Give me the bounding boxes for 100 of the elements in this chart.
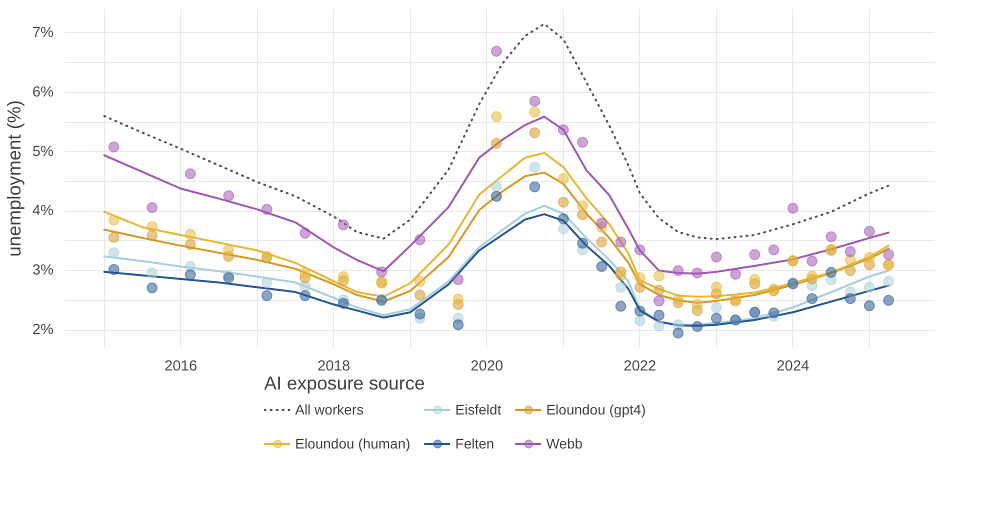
point (261, 204, 272, 215)
point (634, 306, 646, 317)
point (146, 221, 158, 232)
point (108, 142, 120, 152)
point (844, 293, 856, 304)
point (864, 300, 875, 312)
point (577, 200, 588, 212)
point (146, 202, 158, 214)
point (452, 319, 464, 330)
point (300, 290, 311, 302)
point (654, 320, 665, 332)
point (529, 106, 540, 118)
legend-label: Webb (546, 436, 583, 452)
point (864, 226, 875, 237)
point (634, 315, 646, 326)
point (414, 234, 426, 246)
point (490, 180, 502, 192)
legend-title: AI exposure source (264, 372, 425, 394)
x-tick-label: 2018 (318, 358, 350, 374)
point (864, 252, 875, 264)
point (692, 299, 703, 310)
point (844, 265, 856, 276)
point (596, 260, 608, 272)
point (654, 270, 665, 282)
x-tick-label: 2016 (164, 358, 198, 374)
point (864, 282, 875, 293)
point (710, 312, 722, 324)
y-tick-label: 4% (32, 203, 54, 220)
y-axis-title: unemployment (%) (3, 100, 24, 257)
point (338, 298, 349, 309)
y-tick-label: 6% (32, 84, 54, 100)
point (108, 214, 120, 226)
point (184, 228, 196, 240)
point (672, 328, 684, 339)
point (490, 46, 502, 57)
point (654, 284, 665, 296)
y-tick-label: 2% (32, 322, 54, 338)
point (826, 231, 837, 242)
y-tick-label: 3% (32, 262, 54, 279)
line-series (103, 22, 890, 240)
point (529, 162, 540, 173)
point (577, 238, 588, 249)
point (376, 266, 388, 278)
point (414, 308, 426, 320)
point (577, 209, 588, 220)
point (768, 244, 780, 256)
point (261, 290, 272, 302)
point (558, 224, 569, 235)
point (768, 307, 780, 318)
point (184, 269, 196, 280)
point (883, 276, 894, 287)
legend-label: Felten (455, 436, 494, 452)
point (558, 213, 569, 224)
point (615, 282, 626, 293)
point (223, 244, 234, 256)
point (452, 294, 464, 305)
point (261, 277, 272, 288)
point (596, 236, 608, 248)
point (108, 247, 120, 258)
point (558, 124, 569, 136)
point (596, 218, 608, 229)
point (672, 294, 684, 305)
point (108, 264, 120, 275)
point (749, 274, 760, 286)
point (146, 268, 158, 278)
legend-label: Eisfeldt (455, 402, 502, 418)
point (710, 302, 722, 313)
point (710, 251, 722, 262)
point (634, 244, 646, 256)
point (146, 230, 158, 242)
point (826, 266, 837, 278)
point (146, 282, 158, 294)
point (452, 274, 464, 286)
legend-label: Eloundou (gpt4) (546, 402, 646, 418)
point (184, 238, 196, 250)
point (223, 190, 234, 202)
point (787, 202, 798, 214)
point (529, 127, 540, 138)
y-tick-label: 5% (32, 144, 54, 160)
point (615, 270, 626, 281)
point (558, 173, 569, 184)
point (710, 282, 722, 293)
point (108, 232, 120, 243)
point (692, 268, 703, 278)
legend-label: All workers (295, 402, 364, 418)
point (338, 219, 349, 230)
point (300, 228, 311, 239)
point (223, 272, 234, 284)
point (672, 265, 684, 276)
x-tick-label: 2022 (624, 358, 656, 374)
point (529, 181, 540, 192)
point (529, 96, 540, 107)
point (300, 268, 311, 278)
point (692, 321, 703, 332)
point (414, 290, 426, 300)
legend-label: Eloundou (human) (295, 436, 410, 452)
point (730, 268, 742, 280)
point (634, 272, 646, 284)
point (806, 293, 818, 304)
point (577, 136, 588, 148)
